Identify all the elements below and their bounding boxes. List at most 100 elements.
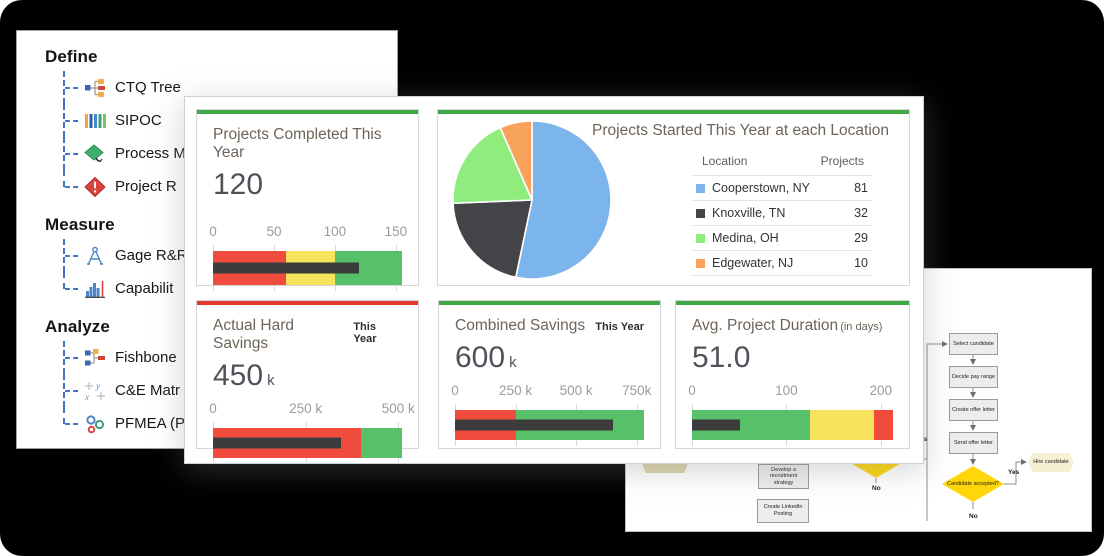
flow-node-hire-candidate[interactable]: Hire candidate [1028, 453, 1074, 472]
bullet-chart: 0 100 200 [688, 383, 893, 446]
tree-item-fishbone[interactable]: Fishbone [63, 341, 397, 374]
tile-title: Actual Hard Savings [213, 317, 294, 352]
measure-bar [455, 419, 613, 431]
measure-bar [213, 437, 341, 449]
measure-bar [692, 419, 741, 431]
legend-row-cooperstown-ny[interactable]: Cooperstown, NY 81 [692, 175, 872, 200]
project-risk-icon [84, 176, 107, 197]
tree-section-header-define: Define [45, 47, 98, 66]
tree-item-label: SIPOC [115, 112, 162, 129]
flow-edge-label-yes: Yes [1008, 469, 1020, 476]
tree-section-items: CTQ Tree SIPOC Process M Project R [63, 71, 397, 203]
kpi-tile-combined-savings[interactable]: Combined Savings This Year 600 k 0 250 k 50… [438, 300, 661, 449]
axis-tick-label: 50 [266, 224, 282, 239]
ctq-tree-icon [84, 78, 107, 98]
tree-item-label: Process M [115, 145, 186, 162]
tree-branch-line [65, 422, 78, 425]
legend-location-label: Cooperstown, NY [712, 181, 810, 195]
tree-item-gage-r-r[interactable]: Gage R&R [63, 239, 397, 272]
tree-item-label: Gage R&R [115, 247, 188, 264]
tile-title-note: (in days) [840, 321, 883, 333]
kpi-value: 120 [213, 168, 264, 201]
measure-bar [213, 262, 360, 274]
tree-item-process-m[interactable]: Process M [63, 137, 397, 170]
tile-title: Avg. Project Duration [692, 317, 839, 334]
tile-accent-bar [197, 110, 418, 114]
bullet-plot-area [692, 404, 893, 446]
legend-row-knoxville-tn[interactable]: Knoxville, TN 32 [692, 200, 872, 225]
pie-slice-knoxville-tn[interactable] [452, 199, 533, 279]
tile-title: Projects Started This Year at each Locat… [592, 122, 889, 139]
flow-node-decide-pay-range[interactable]: Decide pay range [949, 366, 998, 388]
qualitative-band [361, 428, 402, 458]
tile-accent-bar [197, 301, 418, 305]
kpi-tile-projects-completed[interactable]: Projects Completed This Year 120 0 50 100 1… [196, 109, 419, 291]
axis-tick-label: 100 [775, 383, 798, 398]
legend-location-label: Medina, OH [712, 231, 779, 245]
axis-tick-label: 0 [451, 383, 459, 398]
tree-item-label: Fishbone [115, 349, 177, 366]
tree-section-items: Fishbone y x C&E Matr PFMEA (P [63, 341, 397, 440]
flow-edge-label-no: No [872, 485, 881, 492]
tree-branch-line [65, 254, 78, 257]
flow-node-select-candidate[interactable]: Select candidate [949, 333, 998, 355]
kpi-value: 450 k [213, 359, 275, 392]
kpi-tile-actual-hard-savings[interactable]: Actual Hard Savings This Year 450 k 0 250 … [196, 300, 419, 464]
legend-col-projects: Projects [820, 154, 864, 168]
tree-item-project-r[interactable]: Project R [63, 170, 397, 203]
capability-histogram-icon [84, 279, 107, 299]
tree-section-header-measure: Measure [45, 215, 115, 234]
axis-tick-label: 0 [688, 383, 696, 398]
flow-node-create-posting[interactable]: Create LinkedIn Posting [757, 499, 809, 523]
axis-tick-label: 250 k [289, 401, 323, 416]
flow-node-develop-strategy[interactable]: Develop a recruitment strategy [758, 464, 809, 489]
pie-slice-medina-oh[interactable] [452, 126, 533, 205]
pie-tile-projects-by-location[interactable]: Projects Started This Year at each Locat… [437, 109, 910, 286]
kpi-value: 51.0 [692, 341, 751, 374]
sipoc-icon [84, 111, 107, 131]
pie-chart [452, 120, 612, 280]
kpi-value: 600 k [455, 341, 517, 374]
tile-accent-bar [438, 110, 909, 114]
bullet-chart: 0 50 100 150 [209, 224, 407, 291]
tile-subtitle: This Year [595, 321, 644, 333]
tree-item-c-e-matr[interactable]: y x C&E Matr [63, 374, 397, 407]
legend-row-medina-oh[interactable]: Medina, OH 29 [692, 225, 872, 250]
legend-location-label: Knoxville, TN [712, 206, 786, 220]
flow-node-create-offer-letter[interactable]: Create offer letter [949, 399, 998, 421]
tile-title: Combined Savings [455, 317, 586, 334]
pie-slice-cooperstown-ny[interactable] [514, 120, 612, 280]
tree-item-capabilit[interactable]: Capabilit [63, 272, 397, 305]
tree-branch-line [65, 86, 78, 89]
kpi-tile-avg-project-duration[interactable]: Avg. Project Duration (in days) 51.0 0 100… [675, 300, 910, 449]
gage-rr-icon [84, 246, 107, 266]
axis-tick-label: 0 [209, 401, 217, 416]
tree-item-ctq-tree[interactable]: CTQ Tree [63, 71, 397, 104]
pie-slice-edgewater-nj[interactable] [499, 120, 533, 201]
tool-tree: Define CTQ Tree SIPOC Process M Project R Mea… [17, 31, 397, 440]
tree-item-sipoc[interactable]: SIPOC [63, 104, 397, 137]
legend-project-count: 81 [854, 181, 868, 195]
tree-item-label: Capabilit [115, 280, 174, 297]
tile-title: Projects Completed This Year [213, 126, 382, 161]
legend-row-edgewater-nj[interactable]: Edgewater, NJ 10 [692, 250, 872, 276]
legend-swatch [696, 208, 705, 218]
legend-project-count: 32 [854, 206, 868, 220]
flow-node-send-offer-letter[interactable]: Send offer letter [949, 432, 998, 454]
qualitative-band [874, 410, 893, 440]
axis-tick-label: 500 k [381, 401, 415, 416]
tree-section-items: Gage R&R Capabilit [63, 239, 397, 305]
svg-text:x: x [84, 392, 89, 401]
tree-item-pfmea-p[interactable]: PFMEA (P [63, 407, 397, 440]
axis-tick-label: 200 [869, 383, 892, 398]
pfmea-icon [84, 414, 107, 434]
bullet-plot-area [455, 404, 644, 446]
tile-accent-bar [439, 301, 660, 305]
legend-location-label: Edgewater, NJ [712, 256, 794, 270]
tree-item-label: Project R [115, 178, 177, 195]
svg-text:y: y [95, 381, 100, 391]
flow-connector [1004, 459, 1027, 485]
bullet-chart: 0 250 k 500 k [209, 401, 415, 464]
